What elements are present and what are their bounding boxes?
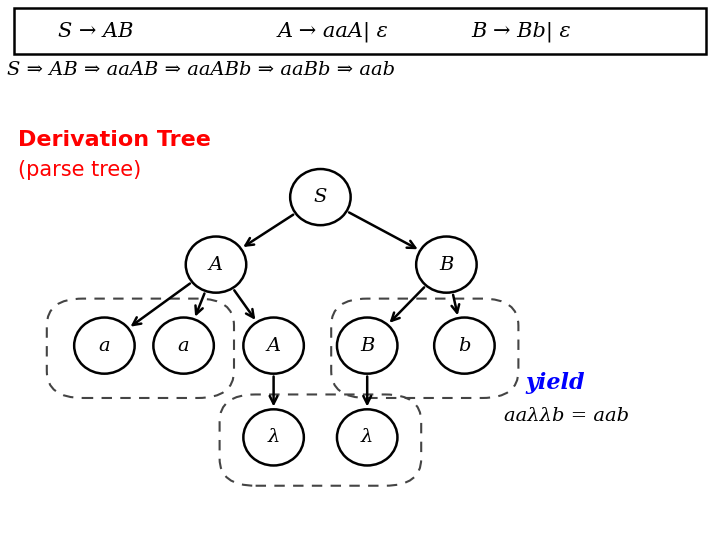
Ellipse shape bbox=[243, 318, 304, 374]
Ellipse shape bbox=[153, 318, 214, 374]
Ellipse shape bbox=[337, 409, 397, 465]
Text: A: A bbox=[266, 336, 281, 355]
Text: aaλλb = aab: aaλλb = aab bbox=[504, 407, 629, 425]
Text: A → aaA| ε: A → aaA| ε bbox=[277, 21, 388, 42]
Text: yield: yield bbox=[526, 373, 585, 394]
Text: B: B bbox=[360, 336, 374, 355]
Text: Derivation Tree: Derivation Tree bbox=[18, 130, 211, 151]
Text: S → AB: S → AB bbox=[58, 22, 133, 41]
Text: S ⇒ AB ⇒ aaAB ⇒ aaABb ⇒ aaBb ⇒ aab: S ⇒ AB ⇒ aaAB ⇒ aaABb ⇒ aaBb ⇒ aab bbox=[7, 61, 395, 79]
FancyBboxPatch shape bbox=[14, 8, 706, 54]
Ellipse shape bbox=[337, 318, 397, 374]
Text: S: S bbox=[314, 188, 327, 206]
Ellipse shape bbox=[416, 237, 477, 293]
Text: A: A bbox=[209, 255, 223, 274]
Ellipse shape bbox=[243, 409, 304, 465]
Text: a: a bbox=[178, 336, 189, 355]
Text: B → Bb| ε: B → Bb| ε bbox=[472, 21, 572, 42]
Text: B: B bbox=[439, 255, 454, 274]
Ellipse shape bbox=[186, 237, 246, 293]
Text: λ: λ bbox=[361, 428, 374, 447]
Text: a: a bbox=[99, 336, 110, 355]
Ellipse shape bbox=[434, 318, 495, 374]
Text: (parse tree): (parse tree) bbox=[18, 160, 141, 180]
Ellipse shape bbox=[290, 169, 351, 225]
Text: b: b bbox=[458, 336, 471, 355]
Ellipse shape bbox=[74, 318, 135, 374]
Text: λ: λ bbox=[267, 428, 280, 447]
